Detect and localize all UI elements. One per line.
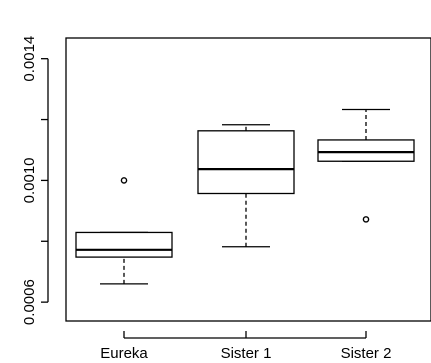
x-axis: Eureka Sister 1 Sister 2 [100,331,391,362]
box-sister-2 [317,108,415,223]
box-eureka [75,177,173,285]
iqr-box [197,130,295,195]
y-tick-label: 0.0010 [21,157,38,203]
box-sister-1 [197,124,295,248]
x-tick-label: Sister 2 [341,345,392,362]
x-tick-label: Eureka [100,345,148,362]
y-tick-label: 0.0014 [21,36,38,82]
plot-frame [65,37,431,322]
y-tick-label: 0.0006 [21,279,38,325]
y-axis: 0.0006 0.0010 0.0014 [21,36,49,325]
boxes [75,108,415,285]
outlier-point [120,177,128,184]
iqr-box [75,231,173,258]
iqr-box [317,139,415,162]
outlier-point [362,216,370,223]
x-tick-label: Sister 1 [221,345,272,362]
